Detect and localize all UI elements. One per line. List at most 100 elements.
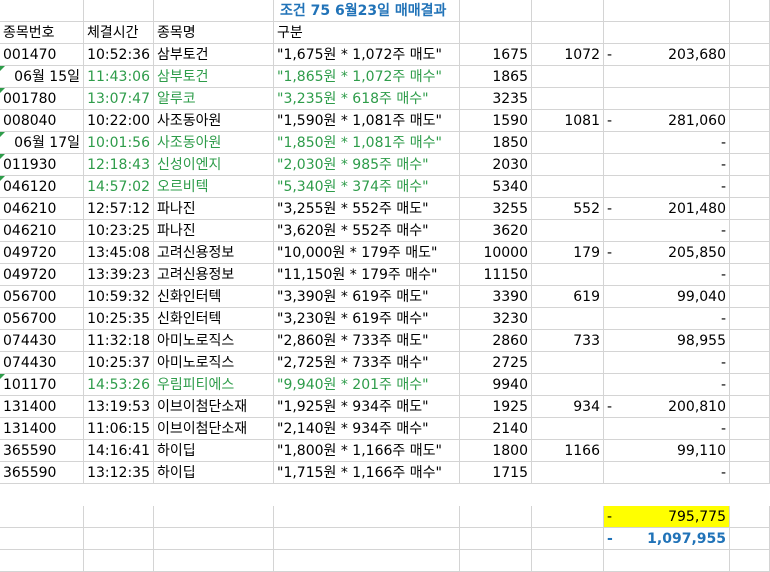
cell[interactable] [730,176,770,198]
cell-price[interactable]: 9940 [460,374,532,396]
cell-time[interactable]: 14:57:02 [84,176,154,198]
cell-qty[interactable] [532,66,604,88]
cell-name[interactable]: 삼부토건 [154,44,274,66]
cell-name[interactable]: 파나진 [154,220,274,242]
cell-desc[interactable]: "1,590원 * 1,081주 매도" [274,110,460,132]
cell-name[interactable]: 아미노로직스 [154,330,274,352]
cell[interactable] [532,528,604,550]
cell-price[interactable]: 11150 [460,264,532,286]
cell-desc[interactable]: "3,390원 * 619주 매도" [274,286,460,308]
cell[interactable] [604,22,730,44]
cell-time[interactable]: 13:12:35 [84,462,154,484]
cell-time[interactable]: 10:25:35 [84,308,154,330]
cell-code[interactable]: 049720 [0,264,84,286]
cell-desc[interactable]: "2,725원 * 733주 매수" [274,352,460,374]
cell-qty[interactable]: 1166 [532,440,604,462]
cell-qty[interactable] [532,264,604,286]
cell-name[interactable]: 아미노로직스 [154,352,274,374]
cell-time[interactable]: 12:18:43 [84,154,154,176]
cell-time[interactable]: 14:16:41 [84,440,154,462]
cell-qty[interactable] [532,88,604,110]
cell[interactable] [730,418,770,440]
cell-desc[interactable]: "3,255원 * 552주 매도" [274,198,460,220]
header-type[interactable]: 구분 [274,22,460,44]
cell-code[interactable]: 046210 [0,220,84,242]
cell-desc[interactable]: "2,860원 * 733주 매도" [274,330,460,352]
cell[interactable] [730,66,770,88]
cell-code[interactable]: 06월 17일 [0,132,84,154]
grand-total-cell[interactable]: - 1,097,955 [604,528,730,550]
cell-price[interactable]: 1590 [460,110,532,132]
cell-pnl[interactable]: - [604,176,730,198]
cell-pnl[interactable]: - [604,352,730,374]
cell-qty[interactable]: 179 [532,242,604,264]
cell[interactable] [274,528,460,550]
cell[interactable] [0,528,84,550]
cell-time[interactable]: 11:06:15 [84,418,154,440]
cell[interactable] [0,506,84,528]
cell-name[interactable]: 사조동아원 [154,110,274,132]
cell[interactable] [460,506,532,528]
cell-desc[interactable]: "1,800원 * 1,166주 매도" [274,440,460,462]
cell[interactable] [730,330,770,352]
cell-code[interactable]: 001780 [0,88,84,110]
cell-name[interactable]: 우림피티에스 [154,374,274,396]
cell-desc[interactable]: "1,925원 * 934주 매도" [274,396,460,418]
sheet-title[interactable]: 조건 75 6월23일 매매결과 [274,0,460,22]
cell-pnl[interactable]: 99,040 [604,286,730,308]
cell-name[interactable]: 하이딥 [154,440,274,462]
cell-code[interactable]: 008040 [0,110,84,132]
cell[interactable] [730,352,770,374]
cell-time[interactable]: 14:53:26 [84,374,154,396]
cell-price[interactable]: 3235 [460,88,532,110]
cell-time[interactable]: 13:19:53 [84,396,154,418]
cell-desc[interactable]: "10,000원 * 179주 매도" [274,242,460,264]
cell[interactable] [154,550,274,572]
cell-time[interactable]: 11:43:06 [84,66,154,88]
cell-desc[interactable]: "2,140원 * 934주 매수" [274,418,460,440]
cell-time[interactable]: 13:07:47 [84,88,154,110]
cell-name[interactable]: 하이딥 [154,462,274,484]
cell-pnl[interactable]: 98,955 [604,330,730,352]
header-name[interactable]: 종목명 [154,22,274,44]
cell[interactable] [730,462,770,484]
cell-time[interactable]: 10:25:37 [84,352,154,374]
cell[interactable] [532,0,604,22]
cell-qty[interactable] [532,132,604,154]
cell-desc[interactable]: "11,150원 * 179주 매수" [274,264,460,286]
cell-code[interactable]: 011930 [0,154,84,176]
cell[interactable] [730,396,770,418]
cell-name[interactable]: 알루코 [154,88,274,110]
cell-pnl[interactable]: - [604,308,730,330]
cell[interactable] [730,220,770,242]
cell-pnl[interactable] [604,66,730,88]
cell-qty[interactable] [532,352,604,374]
cell[interactable] [730,264,770,286]
cell[interactable] [730,374,770,396]
cell-name[interactable]: 신화인터텍 [154,286,274,308]
cell[interactable] [532,506,604,528]
cell-name[interactable]: 삼부토건 [154,66,274,88]
cell[interactable] [154,528,274,550]
cell-name[interactable]: 고려신용정보 [154,242,274,264]
cell-pnl[interactable]: - [604,220,730,242]
cell[interactable] [84,0,154,22]
cell-qty[interactable] [532,176,604,198]
cell-code[interactable]: 074430 [0,330,84,352]
cell[interactable] [730,528,770,550]
cell[interactable] [0,550,84,572]
cell-price[interactable]: 3390 [460,286,532,308]
cell-pnl[interactable]: - 203,680 [604,44,730,66]
cell-name[interactable]: 신성이엔지 [154,154,274,176]
cell-time[interactable]: 12:57:12 [84,198,154,220]
cell-price[interactable]: 2860 [460,330,532,352]
cell-qty[interactable] [532,154,604,176]
cell-price[interactable]: 2140 [460,418,532,440]
cell-pnl[interactable]: - [604,264,730,286]
cell-code[interactable]: 056700 [0,308,84,330]
cell-time[interactable]: 13:45:08 [84,242,154,264]
cell-code[interactable]: 131400 [0,396,84,418]
cell-desc[interactable]: "1,850원 * 1,081주 매수" [274,132,460,154]
cell[interactable] [84,528,154,550]
cell-name[interactable]: 고려신용정보 [154,264,274,286]
